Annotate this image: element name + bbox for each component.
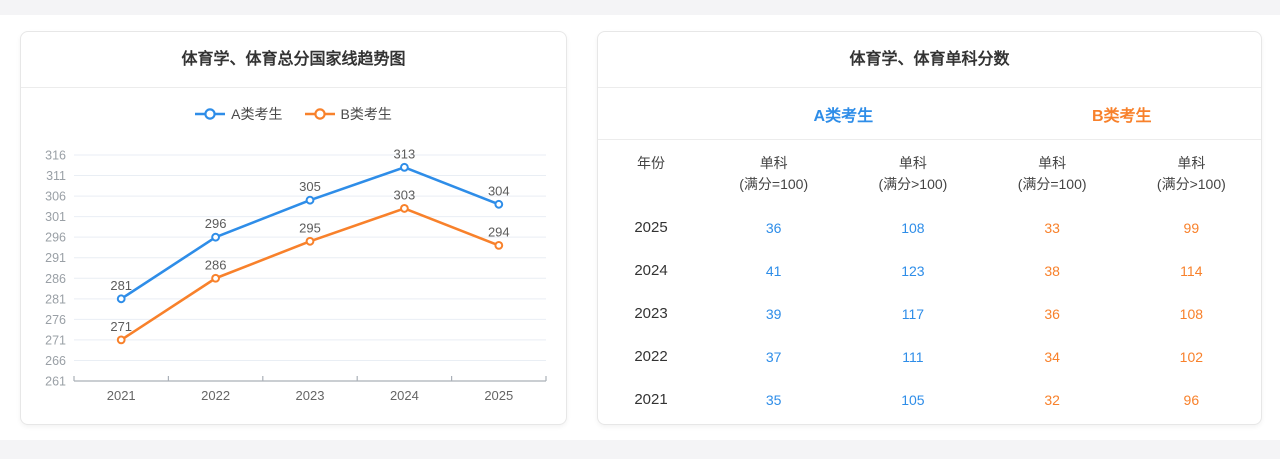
svg-text:2022: 2022: [201, 388, 230, 403]
chart-title: 体育学、体育总分国家线趋势图: [21, 32, 566, 88]
score-cell: 39: [765, 305, 782, 322]
score-cell: 36: [765, 219, 782, 236]
score-cell: 123: [901, 262, 925, 279]
svg-text:276: 276: [45, 313, 66, 327]
svg-text:266: 266: [45, 354, 66, 368]
svg-text:311: 311: [46, 169, 66, 183]
legend-label: A类考生: [231, 106, 283, 122]
group-header-1: A类考生: [813, 107, 874, 125]
table-column-header: 年份 单科 (满分=100) 单科 (满分>100) 单科 (满分=100) 单科 (满分>10…: [598, 140, 1261, 206]
table-title: 体育学、体育单科分数: [598, 32, 1261, 88]
table-row: 2024 41 123 38 114: [598, 249, 1261, 292]
score-cell: 37: [765, 348, 782, 365]
group-header-2: B类考生: [1091, 107, 1152, 125]
svg-text:296: 296: [45, 231, 66, 245]
score-cell: 32: [1044, 391, 1060, 408]
data-label: 286: [205, 257, 227, 272]
legend-item-1[interactable]: A类考生: [195, 104, 283, 124]
data-label: 281: [110, 278, 132, 293]
score-cell: 33: [1044, 219, 1060, 236]
score-cell: 111: [902, 348, 924, 365]
score-cell: 99: [1183, 219, 1200, 236]
score-cell: 114: [1180, 262, 1203, 279]
column-header-3: 单科 (满分=100): [1017, 155, 1087, 192]
svg-text:261: 261: [45, 375, 66, 389]
bottom-strip: [0, 440, 1280, 459]
legend-item-2[interactable]: B类考生: [304, 104, 392, 124]
table-group-header: A类考生 B类考生: [598, 88, 1261, 140]
table-row: 2025 36 108 33 99: [598, 206, 1261, 249]
data-label: 296: [205, 216, 227, 231]
data-point: [400, 204, 409, 213]
score-cell: 35: [765, 391, 782, 408]
data-point: [211, 273, 221, 283]
score-cell: 117: [901, 305, 925, 322]
score-cell: 105: [901, 391, 925, 408]
data-point: [211, 232, 221, 242]
data-label: 303: [394, 187, 416, 202]
data-label: 304: [488, 183, 510, 198]
data-point: [305, 236, 315, 246]
data-point: [305, 195, 315, 205]
table-row: 2022 37 111 34 102: [598, 335, 1261, 378]
data-label: 294: [488, 224, 510, 239]
svg-text:2021: 2021: [107, 388, 136, 403]
svg-text:2023: 2023: [296, 388, 325, 403]
data-point: [116, 335, 126, 345]
chart-area: A类考生 B类考生 261 266 271 276 281 286 291 296 301 306 3…: [21, 88, 566, 424]
data-label: 295: [299, 220, 321, 235]
table-body: 2025 36 108 33 99 2024 41 123 38 114 2023 39 117 36 10…: [598, 206, 1261, 421]
score-cell: 108: [1179, 305, 1204, 322]
data-point: [116, 294, 126, 304]
column-header-1: 单科 (满分=100): [739, 155, 809, 192]
year-cell: 2021: [634, 391, 668, 408]
table-row: 2023 39 117 36 108: [598, 292, 1261, 335]
year-cell: 2023: [634, 305, 668, 322]
year-cell: 2025: [634, 219, 668, 236]
svg-text:301: 301: [45, 210, 66, 224]
score-cell: 108: [901, 219, 925, 236]
content-area: 体育学、体育总分国家线趋势图 A类考生 B类考生 261 266 271 276 281 2…: [20, 31, 1262, 425]
svg-text:306: 306: [45, 190, 66, 204]
score-cell: 96: [1183, 391, 1200, 408]
data-label: 271: [110, 319, 132, 334]
svg-text:271: 271: [45, 333, 66, 347]
svg-text:286: 286: [45, 272, 66, 286]
data-point: [494, 241, 504, 250]
top-strip: [0, 0, 1280, 15]
column-header-4: 单科 (满分>100): [1156, 155, 1226, 192]
score-cell: 36: [1044, 305, 1060, 322]
table-row: 2021 35 105 32 96: [598, 378, 1261, 421]
column-header-2: 单科 (满分>100): [878, 155, 948, 192]
data-point: [400, 162, 409, 172]
line-series-icon: [304, 108, 335, 120]
score-cell: 34: [1044, 348, 1060, 365]
score-table-card: 体育学、体育单科分数 A类考生 B类考生 年份 单科 (满分=100) 单科 (满分>10…: [597, 31, 1262, 425]
svg-text:281: 281: [45, 292, 66, 306]
column-header-0: 年份: [637, 155, 666, 171]
svg-text:291: 291: [45, 251, 66, 265]
trend-line-chart: 261 266 271 276 281 286 291 296 301 306 311 316 2021…: [45, 146, 547, 403]
chart-legend: A类考生 B类考生: [21, 103, 566, 125]
svg-text:316: 316: [45, 149, 66, 163]
score-cell: 41: [765, 262, 782, 279]
data-label: 305: [299, 179, 321, 194]
trend-chart-card: 体育学、体育总分国家线趋势图 A类考生 B类考生 261 266 271 276 281 2…: [20, 31, 567, 425]
legend-label: B类考生: [340, 106, 392, 122]
svg-text:2024: 2024: [390, 388, 419, 403]
score-cell: 38: [1044, 262, 1060, 279]
data-label: 313: [394, 146, 416, 161]
score-cell: 102: [1179, 348, 1204, 365]
year-cell: 2022: [634, 348, 668, 365]
line-series-icon: [195, 108, 226, 120]
data-point: [494, 199, 504, 209]
svg-text:2025: 2025: [484, 388, 513, 403]
year-cell: 2024: [634, 262, 668, 279]
